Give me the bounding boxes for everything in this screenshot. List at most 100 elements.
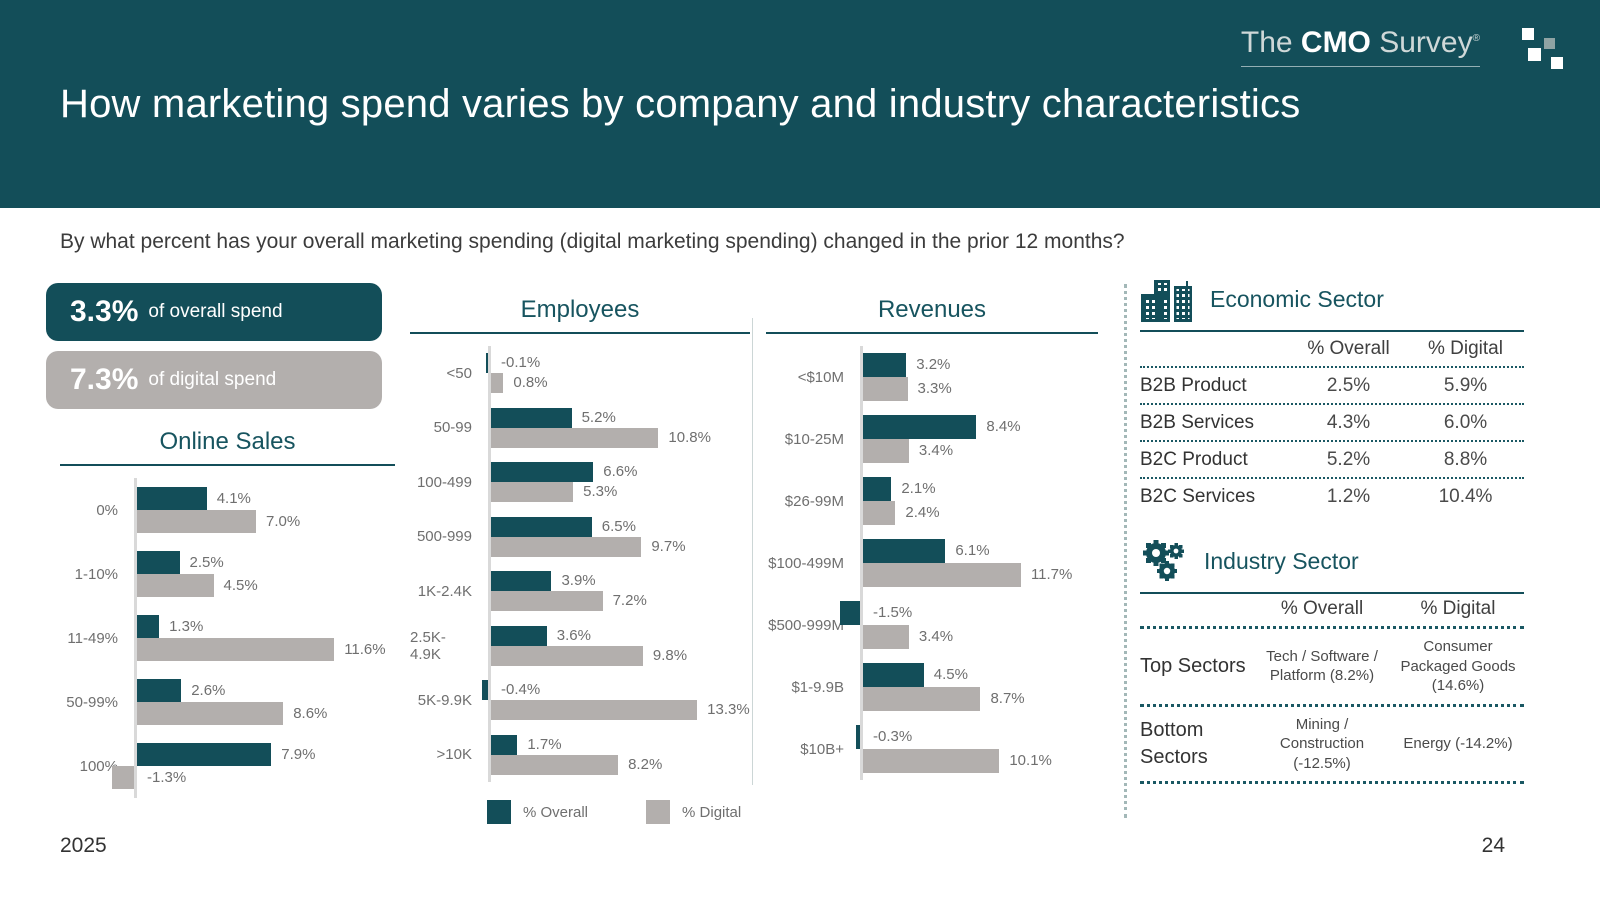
bar-value-label: -0.3%	[873, 728, 913, 745]
bar-row: $1-9.9B 4.5% 8.7%	[766, 656, 1098, 718]
overall-bar	[863, 353, 907, 377]
digital-spend-value: 7.3%	[70, 363, 139, 396]
chart-title-underline	[410, 332, 750, 334]
industry-sector-title: Industry Sector	[1204, 547, 1359, 574]
question-text: By what percent has your overall marketi…	[60, 230, 1125, 253]
category-label: 5K-9.9K	[417, 691, 472, 709]
column-header-digital: % Digital	[1428, 338, 1503, 359]
bar-row: 2.5K-4.9K 3.6% 9.8%	[410, 619, 750, 674]
footer-year: 2025	[60, 834, 107, 857]
bar-value-label: 11.6%	[344, 641, 386, 658]
panel-bottom-dotted-line	[1140, 781, 1524, 784]
overall-bar	[137, 743, 272, 766]
bar-row: 0% 4.1% 7.0%	[60, 478, 395, 542]
category-label: 0%	[96, 501, 118, 519]
table-row: B2B Services 4.3% 6.0%	[1140, 403, 1524, 440]
category-label: 1-10%	[74, 565, 118, 583]
bar-value-label: 3.2%	[916, 356, 951, 373]
digital-bar	[491, 645, 643, 666]
digital-bar	[491, 482, 574, 503]
overall-bar	[863, 415, 977, 439]
bar-value-label: 11.7%	[1030, 566, 1073, 583]
digital-swatch-icon	[646, 800, 671, 824]
bar-row: $100-499M 6.1% 11.7%	[766, 532, 1098, 594]
bar-pair: 8.4% 3.4%	[863, 408, 1098, 470]
table-row: B2C Services 1.2% 10.4%	[1140, 477, 1524, 514]
bar-value-label: 9.8%	[652, 646, 688, 664]
bar-value-label: 4.5%	[223, 577, 258, 594]
category-label: 2.5K-4.9K	[410, 628, 446, 663]
bar-pair: 4.5% 8.7%	[863, 656, 1098, 718]
bar-pair: -0.3% 10.1%	[855, 718, 1098, 780]
table-row: Bottom Sectors Mining / Construction (-12…	[1140, 703, 1524, 782]
category-label: $26-99M	[784, 492, 844, 510]
cell-overall: 4.3%	[1326, 411, 1371, 433]
row-label: B2B Services	[1140, 411, 1255, 433]
bar-value-label: 3.6%	[556, 626, 591, 644]
revenues-plot: <$10M 3.2% 3.3% $10-25M 8.4% 3.4% $26-99M 2.1% 2…	[766, 346, 1098, 780]
overall-spend-value: 3.3%	[70, 295, 139, 328]
bar-value-label: 3.9%	[561, 572, 596, 590]
cmo-survey-logo: The CMO Survey®	[1240, 26, 1480, 67]
digital-bar	[491, 536, 642, 557]
overall-bar	[491, 407, 572, 428]
bar-value-label: 7.9%	[281, 746, 316, 763]
chart-title-online-sales: Online Sales	[159, 428, 296, 455]
overall-spend-badge: 3.3% of overall spend	[46, 283, 382, 341]
column-header-overall: % Overall	[1307, 338, 1390, 359]
overall-bar	[863, 539, 946, 563]
bar-value-label: 13.3%	[707, 701, 750, 719]
category-label: <50	[446, 364, 472, 382]
digital-bar	[137, 510, 256, 533]
overall-bar	[491, 571, 552, 592]
chart-title-underline	[60, 464, 395, 466]
bar-value-label: 10.8%	[668, 428, 711, 446]
bar-value-label: 6.5%	[601, 517, 636, 535]
legend-item-overall: % Overall	[487, 800, 588, 824]
bar-row: 500-999 6.5% 9.7%	[410, 510, 750, 565]
cell-digital: 5.9%	[1443, 374, 1488, 396]
category-label: $10-25M	[784, 430, 844, 448]
cell-overall: 5.2%	[1326, 448, 1371, 470]
bar-row: 50-99% 2.6% 8.6%	[60, 670, 395, 734]
table-row: B2C Product 5.2% 8.8%	[1140, 440, 1524, 477]
table-header-row: % Overall % Digital	[1140, 332, 1524, 366]
bar-value-label: 6.1%	[955, 542, 990, 559]
bar-row: 100-499 6.6% 5.3%	[410, 455, 750, 510]
bar-value-label: 10.1%	[1009, 752, 1052, 769]
overall-bar	[863, 477, 892, 501]
category-label: $10B+	[800, 740, 844, 758]
column-header-digital: % Digital	[1420, 598, 1496, 619]
category-label: 100%	[79, 757, 118, 775]
cell-digital: Consumer Packaged Goods (14.6%)	[1400, 638, 1516, 694]
cell-overall: Tech / Software / Platform (8.2%)	[1266, 647, 1378, 685]
overall-bar	[486, 353, 488, 374]
cell-overall: 1.2%	[1326, 485, 1371, 507]
bar-pair: 7.9% -1.3%	[111, 734, 395, 798]
employees-chart: Employees <50 -0.1% 0.8% 50-99 5.2% 10.8% 100-…	[410, 296, 750, 782]
overall-bar	[491, 734, 518, 755]
bar-value-label: 7.2%	[612, 592, 647, 610]
bar-row: >10K 1.7% 8.2%	[410, 728, 750, 783]
bar-value-label: 5.2%	[581, 408, 616, 426]
panel-underline	[1140, 592, 1524, 594]
bar-value-label: 1.7%	[527, 735, 562, 753]
panel-underline	[1140, 330, 1524, 332]
digital-spend-label: of digital spend	[148, 369, 277, 390]
buildings-icon	[1141, 280, 1192, 322]
economic-sector-header: Economic Sector	[1140, 276, 1524, 322]
category-label: $500-999M	[768, 616, 844, 634]
bar-value-label: 8.2%	[628, 755, 663, 773]
digital-bar	[863, 687, 981, 711]
overall-bar	[491, 516, 592, 537]
bar-value-label: 6.6%	[603, 463, 638, 481]
bar-pair: 5.2% 10.8%	[491, 401, 750, 456]
category-label: 50-99%	[66, 693, 118, 711]
chart-title-underline	[766, 332, 1098, 334]
bar-row: 5K-9.9K -0.4% 13.3%	[410, 673, 750, 728]
row-label: Top Sectors	[1140, 654, 1246, 677]
digital-bar	[491, 700, 698, 721]
table-row: Top Sectors Tech / Software / Platform (8…	[1140, 626, 1524, 704]
chart-legend: % Overall % Digital	[487, 800, 741, 824]
bar-value-label: 8.4%	[986, 418, 1021, 435]
